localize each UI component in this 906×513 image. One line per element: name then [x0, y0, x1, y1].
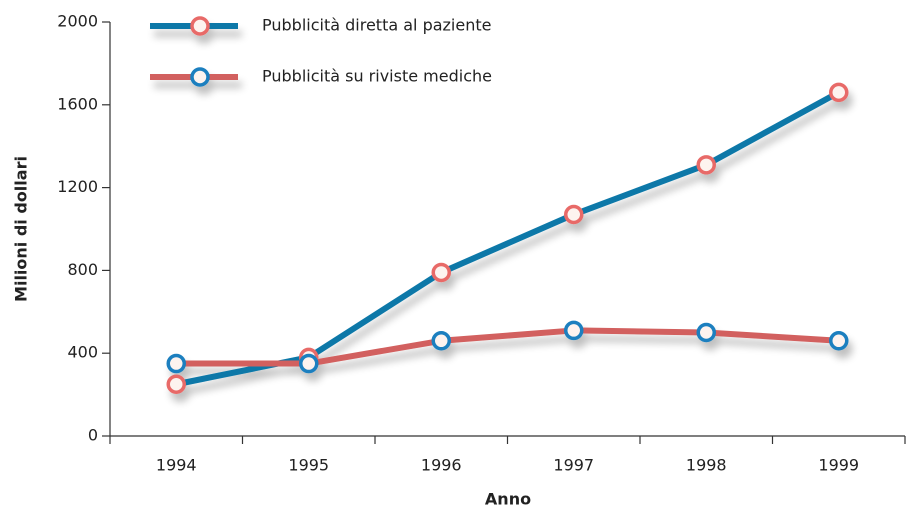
legend-label: Pubblicità diretta al paziente — [262, 16, 491, 35]
line — [176, 327, 839, 367]
marker — [564, 204, 584, 225]
marker — [431, 262, 451, 283]
marker — [564, 320, 584, 341]
x-axis-label: Anno — [485, 490, 531, 509]
marker — [166, 353, 186, 374]
marker — [299, 353, 319, 374]
marker — [829, 331, 849, 351]
marker — [431, 331, 451, 351]
y-tick-label: 1200 — [57, 177, 98, 196]
marker — [696, 155, 716, 175]
legend-marker — [190, 16, 210, 36]
marker — [696, 322, 716, 343]
y-tick-label: 1600 — [57, 94, 98, 113]
x-tick-label: 1997 — [553, 456, 594, 475]
legend-label: Pubblicità su riviste mediche — [262, 67, 492, 86]
plot — [150, 16, 849, 394]
y-tick-label: 400 — [67, 343, 98, 362]
x-tick-label: 1996 — [421, 456, 462, 475]
y-tick-label: 0 — [88, 426, 98, 445]
line — [175, 89, 841, 388]
y-tick-label: 800 — [67, 260, 98, 279]
x-tick-label: 1998 — [686, 456, 727, 475]
legend-marker — [190, 67, 210, 87]
y-tick-label: 2000 — [57, 12, 98, 31]
marker — [829, 82, 849, 103]
x-tick-label: 1995 — [288, 456, 329, 475]
y-axis-label: Milioni di dollari — [12, 156, 31, 302]
marker — [166, 374, 186, 394]
x-tick-label: 1994 — [156, 456, 197, 475]
x-tick-label: 1999 — [818, 456, 859, 475]
